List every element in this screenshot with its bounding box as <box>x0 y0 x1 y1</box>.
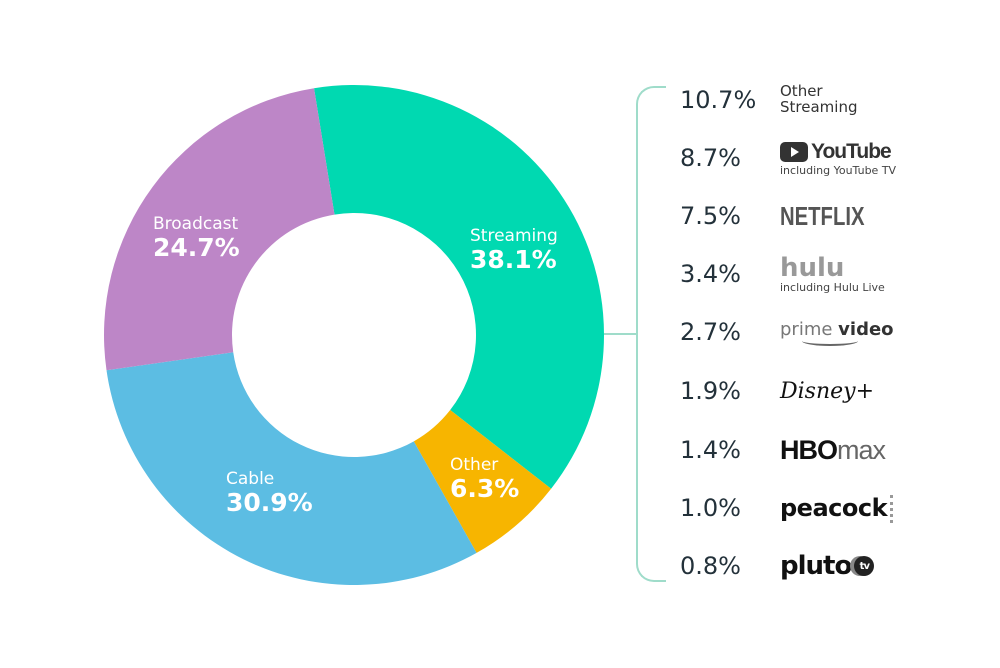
hbo-max-logo: HBOmax <box>780 434 886 465</box>
donut-segment-cable <box>106 352 477 586</box>
peacock-dots-icon <box>890 494 896 523</box>
donut-segment-broadcast <box>103 88 335 371</box>
breakdown-row-youtube: 8.7% YouTube including YouTube TV <box>680 139 897 177</box>
donut-segment-other <box>413 410 552 553</box>
hulu-logo: hulu including Hulu Live <box>780 252 885 294</box>
breakdown-row-pluto-tv: 0.8% pluto tv <box>680 546 875 586</box>
youtube-logo: YouTube including YouTube TV <box>780 139 897 177</box>
netflix-logo: NETFLIX <box>780 200 865 231</box>
donut-segment-streaming <box>314 84 605 489</box>
breakdown-row-hulu: 3.4% hulu including Hulu Live <box>680 252 885 294</box>
pluto-tv-logo: pluto tv <box>780 551 875 581</box>
label-broadcast: Broadcast 24.7% <box>153 214 240 262</box>
label-streaming: Streaming 38.1% <box>470 226 558 274</box>
play-icon <box>780 141 808 162</box>
breakdown-row-peacock: 1.0% peacock <box>680 488 896 528</box>
label-other: Other 6.3% <box>450 455 520 503</box>
breakdown-bracket <box>636 86 666 582</box>
donut-chart <box>103 84 605 586</box>
bracket-stem <box>604 333 637 335</box>
breakdown-row-prime-video: 2.7% prime video <box>680 318 894 346</box>
other-streaming-label: Other Streaming <box>780 82 858 116</box>
peacock-logo: peacock <box>780 494 896 523</box>
label-cable: Cable 30.9% <box>226 469 313 517</box>
breakdown-row-hbo-max: 1.4% HBOmax <box>680 434 886 465</box>
breakdown-row-netflix: 7.5% NETFLIX <box>680 200 865 231</box>
tv-badge-icon: tv <box>854 556 875 576</box>
breakdown-row-other-streaming: 10.7% Other Streaming <box>680 82 858 116</box>
disney-plus-logo: Disney+ <box>780 378 875 404</box>
breakdown-row-disney: 1.9% Disney+ <box>680 377 875 405</box>
prime-video-logo: prime video <box>780 319 894 346</box>
amazon-smile-icon <box>802 336 858 346</box>
